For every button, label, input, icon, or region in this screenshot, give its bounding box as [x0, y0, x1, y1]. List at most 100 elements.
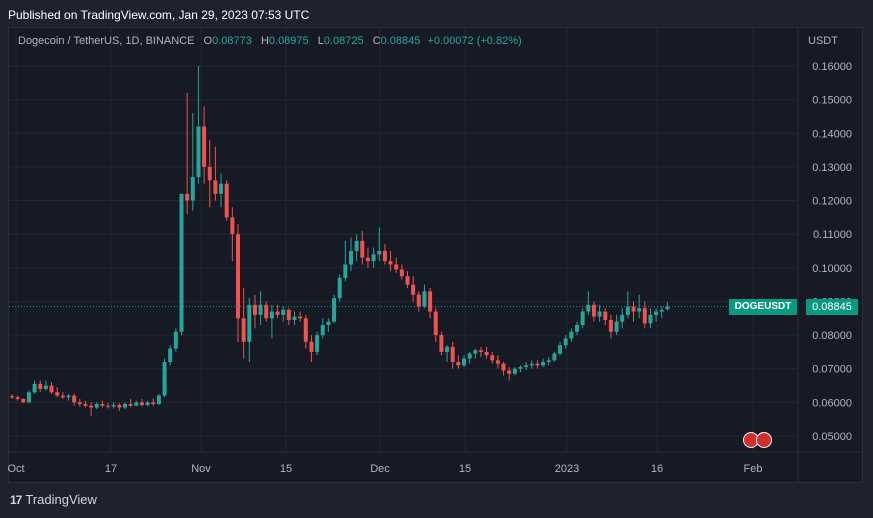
candle-body [665, 306, 670, 310]
published-caption: Published on TradingView.com, Jan 29, 20… [8, 8, 310, 22]
candle-body [524, 365, 529, 368]
x-tick-label: 15 [280, 463, 292, 475]
candle-body [106, 405, 111, 407]
candle-body [303, 318, 308, 342]
tradingview-footer[interactable]: 17 TradingView [10, 492, 97, 507]
candle-body [179, 193, 184, 332]
candle-body [190, 177, 195, 201]
candle-body [281, 309, 286, 315]
candle-body [66, 395, 71, 398]
candle-body [286, 309, 291, 320]
candle-body [642, 308, 647, 324]
candle-body [269, 311, 274, 319]
symbol-badge: DOGEUSDT [729, 299, 797, 315]
candle-body [371, 254, 376, 262]
candle-body [219, 183, 224, 194]
candle-body [405, 276, 410, 285]
candle-body [552, 353, 557, 361]
candle-body [394, 264, 399, 270]
price-badge[interactable]: 0.08845 [806, 299, 858, 315]
candle-body [591, 304, 596, 317]
open-label: O [203, 35, 213, 47]
candle-body [433, 311, 438, 336]
candle-body [416, 294, 421, 307]
candle-body [60, 395, 65, 398]
candle-body [495, 360, 500, 364]
candle-body [264, 304, 269, 319]
x-tick-label: 17 [105, 463, 117, 475]
chart-panel[interactable] [8, 27, 863, 483]
candle-body [484, 351, 489, 356]
high-value: 0.08975 [268, 35, 309, 47]
candle-body [10, 395, 14, 398]
candle-body [230, 217, 235, 235]
candle-body [535, 363, 540, 366]
candle-body [26, 392, 31, 403]
candle-body [377, 251, 382, 255]
candle-body [258, 304, 263, 315]
candle-body [252, 304, 257, 315]
candle-body [349, 251, 353, 265]
candle-body [224, 183, 229, 218]
x-tick-label: 16 [651, 463, 663, 475]
candle-body [586, 304, 591, 312]
candle-body [399, 269, 404, 277]
candle-body [156, 395, 161, 405]
close-label: C [372, 35, 381, 47]
candle-body [597, 311, 602, 317]
candle-body [185, 193, 190, 201]
candle-body [309, 341, 314, 352]
candle-body [145, 402, 150, 406]
candle-body [620, 314, 625, 322]
candle-body [648, 314, 653, 324]
candle-body [575, 325, 579, 332]
y-tick-label: 0.12000 [812, 196, 852, 208]
candle-body [117, 405, 122, 408]
candle-body [241, 318, 246, 342]
candle-body [128, 404, 133, 406]
candle-body [569, 331, 574, 339]
candle-body [411, 284, 416, 295]
candle-body [546, 360, 551, 362]
x-tick-label: Dec [370, 463, 390, 475]
us-flag-icon[interactable] [756, 432, 772, 448]
high-label: H [260, 35, 269, 47]
candle-body [608, 319, 613, 332]
candle-body [236, 234, 240, 319]
candle-body [38, 383, 43, 389]
y-tick-label: 0.06000 [812, 397, 852, 409]
candle-body [439, 335, 444, 352]
candle-body [541, 362, 546, 366]
candle-body [558, 345, 563, 354]
change-value: +0.00072 (+0.82%) [427, 35, 522, 47]
candle-body [625, 306, 630, 315]
low-value: 0.08725 [323, 35, 364, 47]
candle-body [478, 350, 483, 352]
candle-body [173, 331, 178, 349]
candle-body [462, 358, 466, 366]
candle-body [196, 126, 201, 177]
candle-body [83, 404, 88, 406]
candle-body [320, 325, 325, 336]
candle-body [111, 405, 116, 407]
y-tick-label: 0.08000 [812, 330, 852, 342]
candle-body [168, 348, 173, 362]
candle-body [247, 304, 252, 342]
candle-body [445, 346, 450, 352]
candle-body [490, 355, 495, 361]
candle-body [94, 404, 99, 408]
y-tick-label: 0.13000 [812, 162, 852, 174]
candle-body [151, 402, 156, 405]
candle-body [89, 405, 94, 408]
candle-body [100, 404, 105, 406]
ohlc-legend: Dogecoin / TetherUS, 1D, BINANCE O0.0877… [18, 35, 522, 47]
candle-body [382, 251, 387, 262]
candle-body [292, 316, 297, 320]
candle-body [654, 311, 659, 315]
candle-body [603, 311, 608, 320]
x-tick-label: Feb [744, 463, 763, 475]
brand-name: TradingView [25, 492, 97, 507]
candle-body [298, 316, 303, 319]
candle-body [134, 402, 139, 406]
